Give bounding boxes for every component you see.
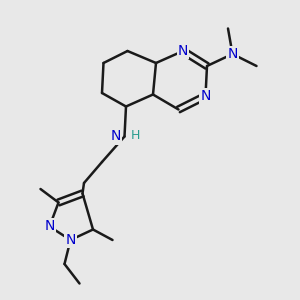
Text: H: H — [131, 129, 141, 142]
Text: N: N — [178, 44, 188, 58]
Text: N: N — [227, 47, 238, 61]
Text: N: N — [65, 233, 76, 247]
Text: N: N — [200, 89, 211, 103]
Text: N: N — [110, 130, 121, 143]
Text: N: N — [44, 220, 55, 233]
